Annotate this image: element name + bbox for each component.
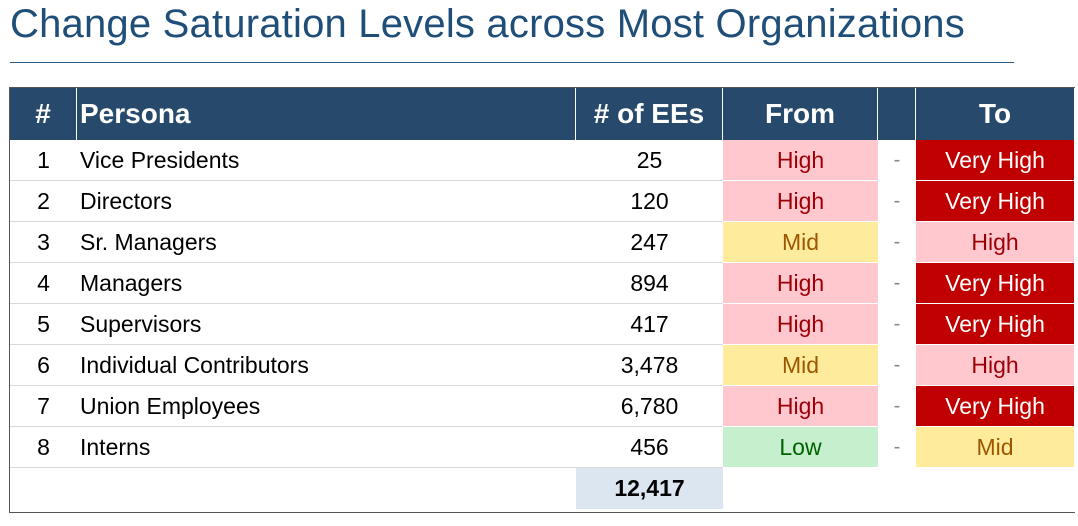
row-from-level: High — [723, 140, 878, 181]
row-persona: Sr. Managers — [77, 222, 576, 263]
table-header-row: # Persona # of EEs From To — [10, 88, 1074, 140]
row-separator: - — [878, 427, 916, 468]
row-count: 417 — [576, 304, 723, 345]
row-count: 247 — [576, 222, 723, 263]
row-separator: - — [878, 181, 916, 222]
table-row: 2 Directors 120 High - Very High — [10, 181, 1074, 222]
row-to-level: Very High — [916, 304, 1074, 345]
table-row: 3 Sr. Managers 247 Mid - High — [10, 222, 1074, 263]
row-persona: Union Employees — [77, 386, 576, 427]
row-to-level: Very High — [916, 140, 1074, 181]
header-count: # of EEs — [576, 88, 723, 140]
row-num: 4 — [10, 263, 77, 304]
row-to-level: High — [916, 222, 1074, 263]
row-count: 3,478 — [576, 345, 723, 386]
table-row: 4 Managers 894 High - Very High — [10, 263, 1074, 304]
row-separator: - — [878, 140, 916, 181]
row-count: 25 — [576, 140, 723, 181]
row-persona: Individual Contributors — [77, 345, 576, 386]
row-persona: Vice Presidents — [77, 140, 576, 181]
row-from-level: Mid — [723, 345, 878, 386]
row-to-level: High — [916, 345, 1074, 386]
total-count: 12,417 — [576, 468, 723, 509]
row-num: 2 — [10, 181, 77, 222]
header-from: From — [723, 88, 878, 140]
table-row: 6 Individual Contributors 3,478 Mid - High — [10, 345, 1074, 386]
row-num: 6 — [10, 345, 77, 386]
row-to-level: Very High — [916, 263, 1074, 304]
table-row: 8 Interns 456 Low - Mid — [10, 427, 1074, 468]
row-from-level: High — [723, 181, 878, 222]
title-divider — [10, 62, 1014, 63]
row-to-level: Very High — [916, 181, 1074, 222]
row-count: 6,780 — [576, 386, 723, 427]
header-to: To — [978, 98, 1012, 129]
row-count: 120 — [576, 181, 723, 222]
total-persona-empty — [77, 468, 576, 509]
total-num-empty — [10, 468, 77, 509]
row-separator: - — [878, 263, 916, 304]
persona-table: # Persona # of EEs From To 1 Vice Preside… — [10, 88, 1074, 509]
row-persona: Supervisors — [77, 304, 576, 345]
row-persona: Directors — [77, 181, 576, 222]
row-persona: Managers — [77, 263, 576, 304]
row-count: 456 — [576, 427, 723, 468]
header-separator — [878, 88, 916, 140]
row-separator: - — [878, 222, 916, 263]
row-num: 3 — [10, 222, 77, 263]
row-from-level: Mid — [723, 222, 878, 263]
row-from-level: Low — [723, 427, 878, 468]
table-row: 5 Supervisors 417 High - Very High — [10, 304, 1074, 345]
row-num: 8 — [10, 427, 77, 468]
header-persona: Persona — [77, 88, 576, 140]
row-separator: - — [878, 304, 916, 345]
row-separator: - — [878, 345, 916, 386]
row-from-level: High — [723, 386, 878, 427]
total-row: 12,417 — [10, 468, 1074, 509]
row-from-level: High — [723, 304, 878, 345]
table-body: 1 Vice Presidents 25 High - Very High 2 Directo… — [10, 140, 1074, 468]
row-persona: Interns — [77, 427, 576, 468]
row-count: 894 — [576, 263, 723, 304]
header-num: # — [10, 88, 77, 140]
row-from-level: High — [723, 263, 878, 304]
table-row: 7 Union Employees 6,780 High - Very High — [10, 386, 1074, 427]
page-title: Change Saturation Levels across Most Org… — [10, 2, 965, 46]
row-num: 7 — [10, 386, 77, 427]
row-to-level: Very High — [916, 386, 1074, 427]
row-separator: - — [878, 386, 916, 427]
row-num: 5 — [10, 304, 77, 345]
table-border — [9, 87, 1075, 513]
table-row: 1 Vice Presidents 25 High - Very High — [10, 140, 1074, 181]
row-num: 1 — [10, 140, 77, 181]
row-to-level: Mid — [916, 427, 1074, 468]
